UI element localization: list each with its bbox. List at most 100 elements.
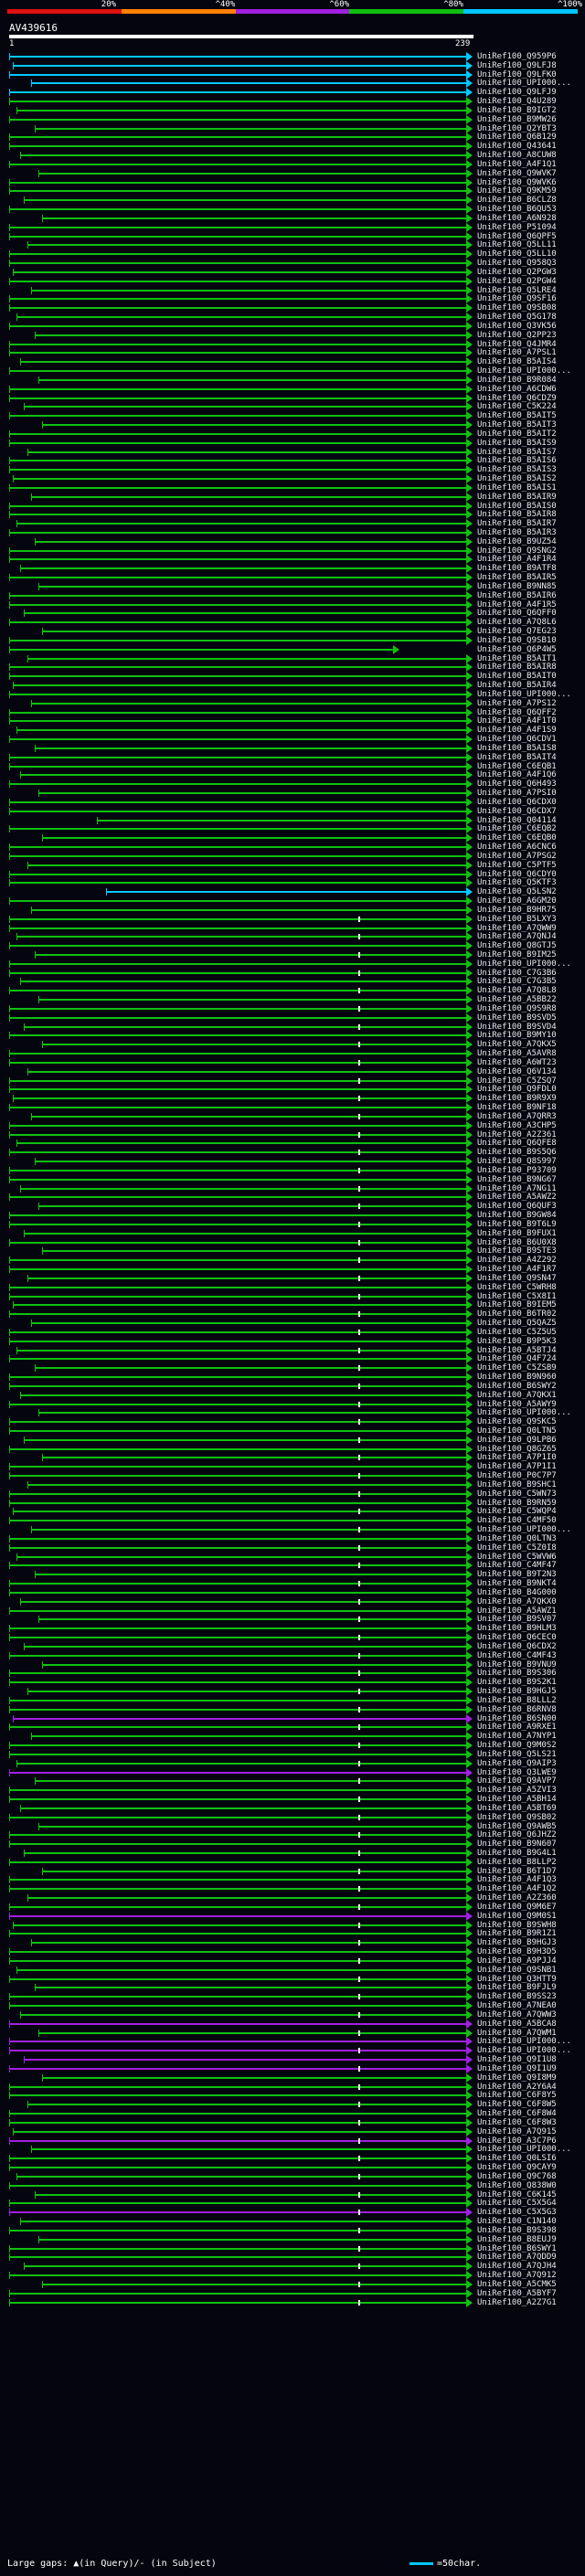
hit-row[interactable]: UniRef100_A9RXE1 — [0, 1722, 585, 1733]
hit-label[interactable]: UniRef100_Q5LL10 — [477, 249, 557, 260]
hit-label[interactable]: UniRef100_B5LXY3 — [477, 914, 557, 924]
hit-label[interactable]: UniRef100_Q5LS21 — [477, 1749, 557, 1759]
hit-label[interactable]: UniRef100_A5BT69 — [477, 1803, 557, 1813]
hit-row[interactable]: UniRef100_A4Z292 — [0, 1255, 585, 1266]
hit-label[interactable]: UniRef100_A8CUW8 — [477, 151, 557, 161]
hit-label[interactable]: UniRef100_C5Z5U5 — [477, 1327, 557, 1337]
hit-row[interactable]: UniRef100_Q6QFF0 — [0, 608, 585, 619]
hit-row[interactable]: UniRef100_Q9C768 — [0, 2171, 585, 2182]
hit-label[interactable]: UniRef100_B9N960 — [477, 1373, 557, 1382]
hit-row[interactable]: UniRef100_A4F1R7 — [0, 1264, 585, 1275]
hit-row[interactable]: UniRef100_A7PS12 — [0, 698, 585, 709]
hit-label[interactable]: UniRef100_B5AIR5 — [477, 573, 557, 583]
hit-label[interactable]: UniRef100_Q9SF16 — [477, 294, 557, 304]
hit-label[interactable]: UniRef100_A2Z7G1 — [477, 2297, 557, 2307]
hit-label[interactable]: UniRef100_UPI000... — [477, 689, 571, 699]
hit-label[interactable]: UniRef100_Q6CDV1 — [477, 735, 557, 745]
hit-label[interactable]: UniRef100_C7G3B5 — [477, 977, 557, 987]
hit-label[interactable]: UniRef100_A2Z361 — [477, 1129, 557, 1140]
hit-row[interactable]: UniRef100_Q4F724 — [0, 1353, 585, 1364]
hit-label[interactable]: UniRef100_B6SWY1 — [477, 2243, 557, 2253]
hit-row[interactable]: UniRef100_C5X5G3 — [0, 2207, 585, 2218]
hit-label[interactable]: UniRef100_B9MW26 — [477, 114, 557, 124]
hit-row[interactable]: UniRef100_A4F1Q6 — [0, 769, 585, 780]
hit-label[interactable]: UniRef100_P93709 — [477, 1165, 557, 1175]
hit-row[interactable]: UniRef100_A5ZVI3 — [0, 1785, 585, 1796]
hit-label[interactable]: UniRef100_Q2YBT3 — [477, 123, 557, 133]
hit-label[interactable]: UniRef100_Q9SNG2 — [477, 546, 557, 556]
hit-label[interactable]: UniRef100_Q958Q3 — [477, 259, 557, 269]
hit-label[interactable]: UniRef100_B5AIS2 — [477, 474, 557, 483]
hit-row[interactable]: UniRef100_A7QWW9 — [0, 923, 585, 934]
hit-label[interactable]: UniRef100_Q8GTJ5 — [477, 941, 557, 951]
hit-label[interactable]: UniRef100_B9MY10 — [477, 1031, 557, 1041]
hit-label[interactable]: UniRef100_B9R084 — [477, 375, 557, 385]
hit-label[interactable]: UniRef100_B9S5Q6 — [477, 1148, 557, 1158]
hit-row[interactable]: UniRef100_C4MF43 — [0, 1650, 585, 1661]
hit-label[interactable]: UniRef100_B5AIR6 — [477, 590, 557, 600]
hit-row[interactable]: UniRef100_C4MF50 — [0, 1515, 585, 1526]
hit-row[interactable]: UniRef100_A4F1R5 — [0, 599, 585, 610]
hit-row[interactable]: UniRef100_B9P5K3 — [0, 1336, 585, 1347]
hit-row[interactable]: UniRef100_A7NYP1 — [0, 1731, 585, 1742]
hit-row[interactable]: UniRef100_B5AIS7 — [0, 447, 585, 458]
hit-row[interactable]: UniRef100_A5BYF7 — [0, 2288, 585, 2299]
hit-label[interactable]: UniRef100_Q9LFJ8 — [477, 60, 557, 70]
hit-label[interactable]: UniRef100_B9SV07 — [477, 1615, 557, 1625]
hit-row[interactable]: UniRef100_B5AIT5 — [0, 410, 585, 421]
hit-row[interactable]: UniRef100_C6K145 — [0, 2189, 585, 2200]
hit-row[interactable]: UniRef100_A7NG11 — [0, 1183, 585, 1194]
hit-label[interactable]: UniRef100_UPI000... — [477, 1408, 571, 1418]
hit-label[interactable]: UniRef100_B9HR75 — [477, 905, 557, 915]
hit-row[interactable]: UniRef100_C4MF47 — [0, 1560, 585, 1571]
hit-label[interactable]: UniRef100_Q6QPF5 — [477, 231, 557, 241]
hit-row[interactable]: UniRef100_Q9I1U8 — [0, 2054, 585, 2065]
hit-label[interactable]: UniRef100_Q5QAZ5 — [477, 1319, 557, 1329]
hit-label[interactable]: UniRef100_Q9WVK7 — [477, 168, 557, 178]
hit-label[interactable]: UniRef100_C5ZSB9 — [477, 1363, 557, 1373]
hit-row[interactable]: UniRef100_B5AIS9 — [0, 438, 585, 449]
hit-row[interactable]: UniRef100_A6CDW6 — [0, 384, 585, 395]
hit-row[interactable]: UniRef100_B5AIS2 — [0, 473, 585, 484]
hit-label[interactable]: UniRef100_B5AIS1 — [477, 482, 557, 493]
hit-row[interactable]: UniRef100_C5WN73 — [0, 1489, 585, 1500]
hit-label[interactable]: UniRef100_B5AIS3 — [477, 465, 557, 475]
hit-label[interactable]: UniRef100_C6F8Y5 — [477, 2091, 557, 2101]
hit-label[interactable]: UniRef100_C6EQB2 — [477, 824, 557, 834]
hit-label[interactable]: UniRef100_B6CLZ8 — [477, 196, 557, 206]
hit-row[interactable]: UniRef100_B5AIS1 — [0, 482, 585, 493]
hit-row[interactable]: UniRef100_A7QKX5 — [0, 1039, 585, 1050]
hit-row[interactable]: UniRef100_B9MW26 — [0, 114, 585, 125]
hit-label[interactable]: UniRef100_A5AVR8 — [477, 1049, 557, 1059]
hit-label[interactable]: UniRef100_B9SVD5 — [477, 1012, 557, 1023]
hit-label[interactable]: UniRef100_B9S398 — [477, 2225, 557, 2235]
hit-row[interactable]: UniRef100_A7NEA0 — [0, 2000, 585, 2011]
hit-label[interactable]: UniRef100_B9HLM3 — [477, 1624, 557, 1634]
hit-row[interactable]: UniRef100_Q5QAZ5 — [0, 1318, 585, 1329]
hit-label[interactable]: UniRef100_C4MF47 — [477, 1561, 557, 1571]
hit-row[interactable]: UniRef100_B6SWY2 — [0, 1381, 585, 1392]
hit-row[interactable]: UniRef100_Q9SN47 — [0, 1273, 585, 1284]
hit-row[interactable]: UniRef100_A4F1Q2 — [0, 1883, 585, 1894]
hit-label[interactable]: UniRef100_Q9AIP3 — [477, 1758, 557, 1768]
hit-row[interactable]: UniRef100_Q0LSI6 — [0, 2153, 585, 2164]
hit-label[interactable]: UniRef100_C6F8W5 — [477, 2100, 557, 2110]
hit-label[interactable]: UniRef100_Q838W0 — [477, 2180, 557, 2190]
hit-label[interactable]: UniRef100_B6RNV8 — [477, 1704, 557, 1714]
hit-label[interactable]: UniRef100_A4F1Q6 — [477, 770, 557, 780]
hit-label[interactable]: UniRef100_Q43641 — [477, 142, 557, 152]
hit-row[interactable]: UniRef100_Q5LS21 — [0, 1749, 585, 1760]
hit-label[interactable]: UniRef100_Q9AWB5 — [477, 1821, 557, 1831]
hit-label[interactable]: UniRef100_A5AWZ2 — [477, 1193, 557, 1203]
hit-label[interactable]: UniRef100_A4F1Q1 — [477, 159, 557, 169]
hit-row[interactable]: UniRef100_B5AIS8 — [0, 743, 585, 754]
hit-row[interactable]: UniRef100_UPI000... — [0, 2036, 585, 2047]
hit-label[interactable]: UniRef100_B4G000 — [477, 1587, 557, 1597]
hit-label[interactable]: UniRef100_A4F1R5 — [477, 599, 557, 610]
hit-row[interactable]: UniRef100_B9H3D5 — [0, 1946, 585, 1957]
hit-label[interactable]: UniRef100_B9SS23 — [477, 1992, 557, 2002]
hit-label[interactable]: UniRef100_Q9I1U8 — [477, 2055, 557, 2065]
hit-row[interactable]: UniRef100_B9SS23 — [0, 1991, 585, 2002]
hit-row[interactable]: UniRef100_Q8GTJ5 — [0, 940, 585, 951]
hit-row[interactable]: UniRef100_Q8S997 — [0, 1156, 585, 1167]
